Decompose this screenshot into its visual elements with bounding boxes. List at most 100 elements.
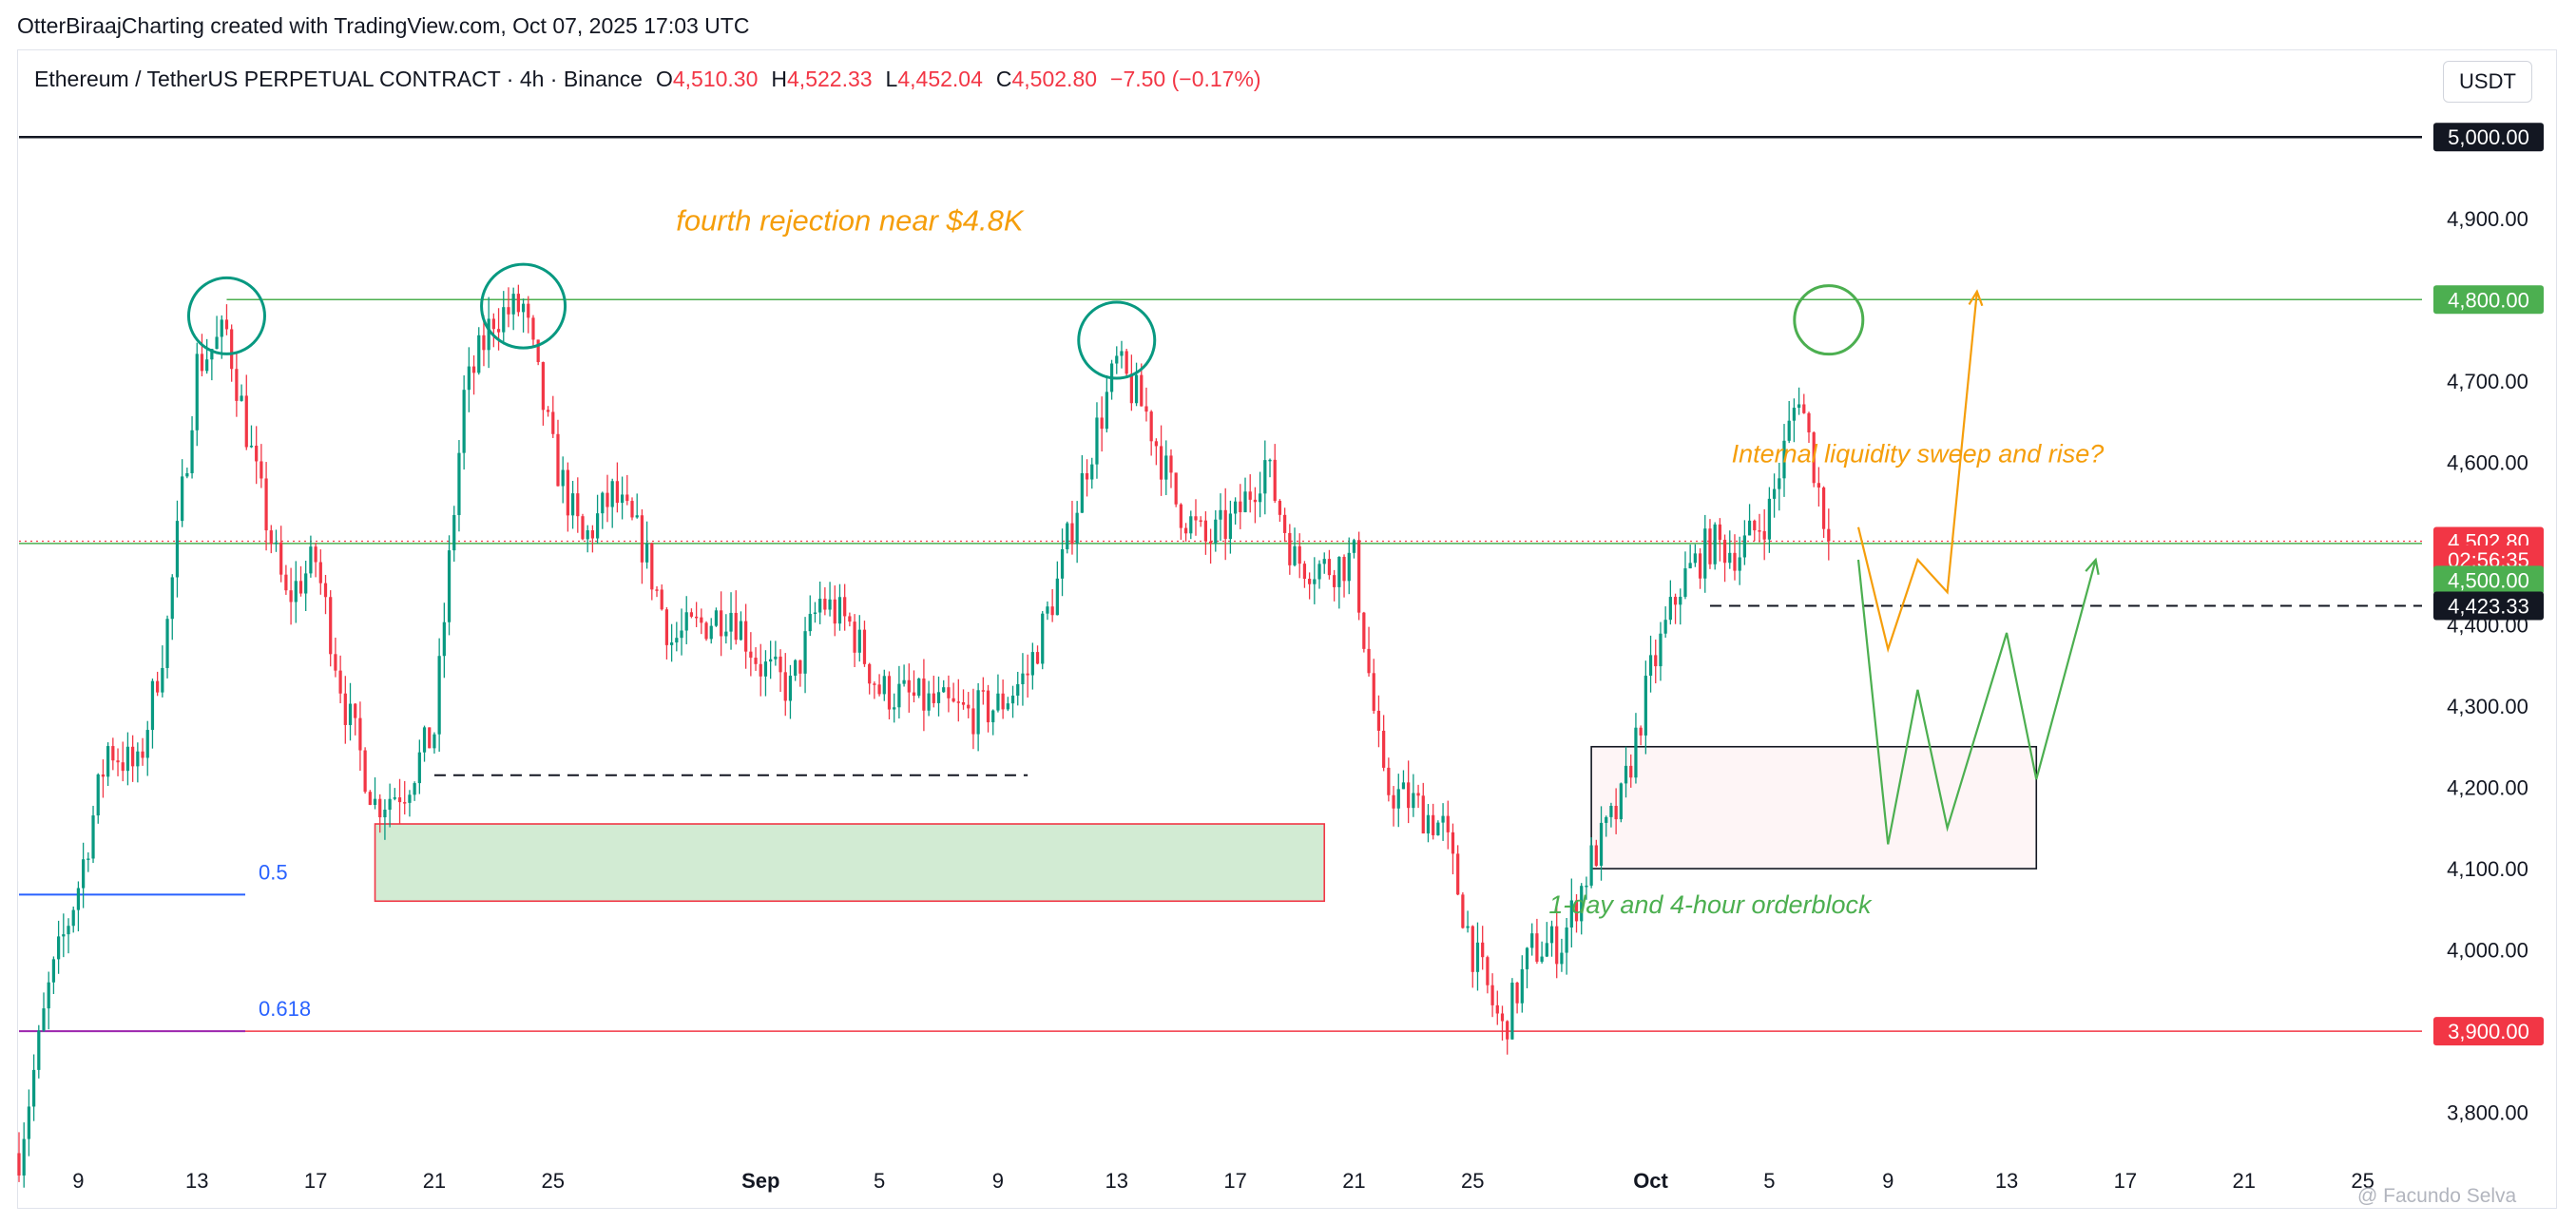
candle-body	[433, 734, 436, 749]
candle-body	[630, 501, 634, 518]
candle-body	[1401, 782, 1406, 790]
candle-body	[1540, 956, 1544, 962]
close-value: 4,502.80	[1011, 67, 1098, 91]
x-tick-label-5: Sep	[741, 1169, 779, 1193]
x-tick-label-9: 17	[1223, 1169, 1246, 1193]
candle-body	[467, 366, 471, 391]
candle-body	[121, 762, 125, 772]
candle-body	[947, 687, 951, 698]
candle-body	[447, 550, 452, 622]
candle-body	[220, 319, 223, 337]
candle-body	[779, 656, 782, 673]
price-tag-label-6: 3,900.00	[2448, 1020, 2529, 1043]
candle-body	[1792, 408, 1797, 421]
candle-body	[274, 542, 279, 545]
symbol-title[interactable]: Ethereum / TetherUS PERPETUAL CONTRACT ·…	[34, 67, 643, 91]
candle-body	[496, 329, 501, 333]
candle-body	[284, 574, 288, 591]
candle-body	[1782, 440, 1786, 479]
candle-body	[1080, 472, 1084, 513]
candle-body	[670, 642, 674, 645]
candle-body	[1203, 520, 1208, 542]
x-tick-label-13: 5	[1763, 1169, 1775, 1193]
candle-body	[249, 445, 254, 448]
candle-body	[783, 672, 787, 701]
candle-body	[417, 752, 421, 784]
candle-body	[1095, 417, 1099, 465]
x-tick-label-4: 25	[542, 1169, 565, 1193]
candle-body	[1248, 491, 1252, 500]
zone-0	[374, 823, 1326, 903]
horizontal-levels	[19, 135, 2422, 1033]
candle-body	[1565, 927, 1568, 953]
candle-body	[1708, 528, 1712, 564]
candle-body	[1066, 523, 1069, 549]
candle-body	[976, 690, 980, 735]
candle-body	[803, 631, 807, 674]
candle-body	[428, 727, 432, 749]
candle-body	[1802, 404, 1806, 413]
candle-body	[1259, 493, 1262, 503]
candle-body	[655, 589, 659, 591]
candle-body	[1525, 947, 1529, 969]
candle-body	[893, 707, 896, 710]
candle-body	[141, 751, 144, 758]
candle-body	[1337, 556, 1341, 587]
candle-body	[942, 687, 946, 693]
candle-body	[82, 859, 86, 889]
candle-body	[334, 654, 337, 671]
low-label: L	[885, 67, 898, 91]
candle-body	[1396, 789, 1400, 809]
candle-body	[1520, 968, 1524, 1004]
candle-body	[393, 797, 396, 799]
candle-body	[1387, 767, 1391, 795]
x-tick-label-10: 21	[1342, 1169, 1365, 1193]
rejection-circle-0	[186, 276, 266, 355]
candle-body	[1376, 710, 1381, 731]
currency-button[interactable]: USDT	[2443, 61, 2532, 103]
candle-body	[1129, 373, 1133, 404]
candle-body	[1713, 524, 1717, 564]
y-tick-label-11: 4,900.00	[2447, 207, 2528, 231]
candle-body	[264, 478, 268, 531]
candle-body	[156, 680, 160, 693]
x-tick-label-12: Oct	[1633, 1169, 1668, 1193]
candle-body	[922, 679, 926, 711]
candle-body	[1515, 983, 1519, 1004]
candle-body	[1070, 523, 1074, 545]
candle-body	[1421, 795, 1425, 834]
candle-body	[1159, 446, 1163, 480]
candles	[17, 284, 1831, 1188]
candle-body	[1125, 351, 1128, 374]
watermark: @ Facundo Selva	[2357, 1185, 2517, 1207]
candle-body	[437, 656, 441, 735]
candle-body	[1821, 488, 1826, 529]
candle-body	[774, 656, 778, 660]
candle-body	[551, 411, 555, 434]
candle-body	[1327, 559, 1332, 576]
candle-body	[907, 679, 911, 693]
candle-body	[1555, 926, 1559, 965]
currency-label: USDT	[2459, 69, 2516, 93]
candle-body	[1120, 351, 1124, 356]
candle-body	[1722, 540, 1727, 564]
candle-body	[788, 676, 793, 701]
candle-body	[724, 631, 728, 637]
candle-body	[403, 802, 407, 804]
candle-body	[700, 617, 703, 623]
candle-body	[971, 708, 975, 735]
candle-body	[536, 339, 540, 363]
zones	[374, 745, 2038, 903]
candle-body	[1495, 1004, 1499, 1014]
candle-body	[862, 629, 867, 664]
candle-body	[1199, 520, 1202, 522]
candle-body	[873, 683, 876, 685]
candle-body	[1347, 552, 1351, 582]
candle-body	[51, 959, 56, 983]
candle-body	[927, 693, 931, 711]
candle-body	[1639, 727, 1643, 736]
candle-body	[354, 703, 357, 718]
candle-body	[279, 542, 283, 575]
candle-body	[1268, 459, 1272, 462]
